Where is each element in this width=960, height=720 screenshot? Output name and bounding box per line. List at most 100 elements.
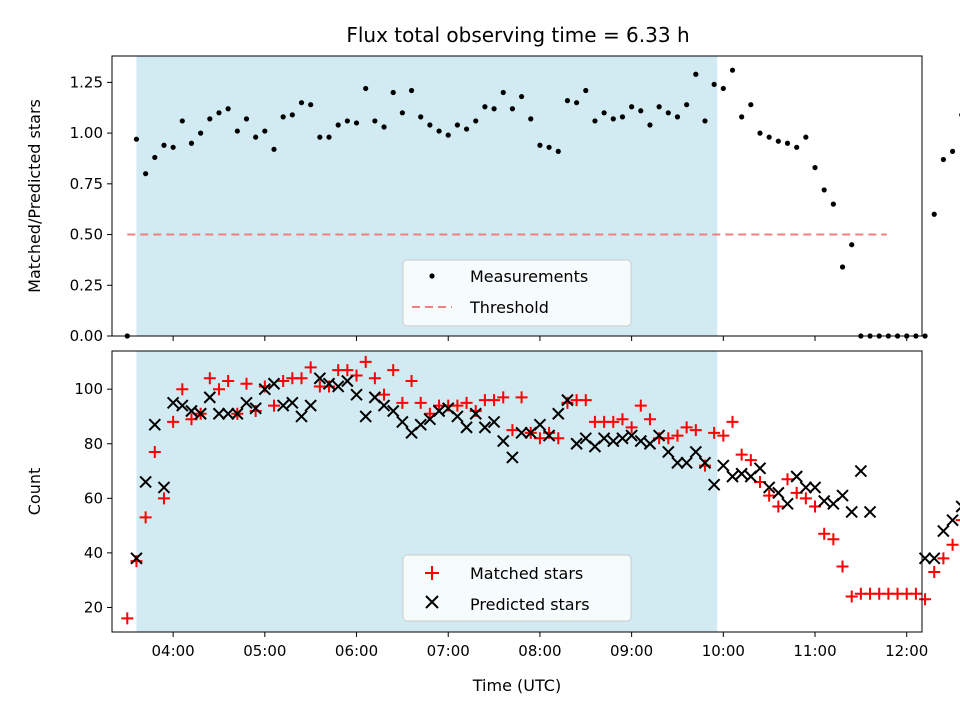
predicted-star-point <box>221 407 235 420</box>
predicted-star-point <box>515 426 528 440</box>
matched-star-point <box>726 415 739 428</box>
measurement-point <box>353 120 360 126</box>
predicted-star-point <box>836 489 849 502</box>
matched-star-point <box>368 372 381 385</box>
bottom-legend: Matched stars Predicted stars <box>402 554 632 622</box>
predicted-star-point <box>735 467 748 480</box>
matched-star-point <box>396 396 409 409</box>
predicted-star-point <box>286 396 299 410</box>
matched-stars-points <box>121 355 960 625</box>
predicted-star-point <box>194 407 207 420</box>
predicted-star-point <box>680 456 693 470</box>
matched-star-point <box>148 445 161 458</box>
measurement-point <box>179 118 185 124</box>
y-tick-label: 0.75 <box>70 175 103 193</box>
predicted-star-point <box>322 377 336 390</box>
measurement-point <box>684 102 690 108</box>
top-y-axis-label: Matched/Predicted stars <box>25 99 44 293</box>
matched-star-point <box>277 375 290 388</box>
measurement-point <box>335 122 341 128</box>
y-tick-label: 80 <box>84 435 103 453</box>
measurement-point <box>518 93 525 100</box>
legend-threshold-label: Threshold <box>469 298 549 317</box>
predicted-star-point <box>313 372 327 385</box>
bottom-x-ticks: 04:00 05:00 06:00 07:00 08:00 09:00 10:00 11:00… <box>152 632 928 660</box>
measurement-point <box>262 128 268 134</box>
matched-star-point <box>506 424 519 437</box>
predicted-star-point <box>689 445 703 459</box>
y-tick-label: 1.00 <box>70 124 103 142</box>
predicted-star-point <box>799 481 813 494</box>
predicted-star-point <box>955 500 960 513</box>
matched-star-point <box>405 375 418 388</box>
measurement-point <box>216 110 222 116</box>
matched-star-point <box>946 538 959 551</box>
matched-star-point <box>387 364 400 377</box>
matched-star-point <box>662 432 675 445</box>
matched-star-point <box>772 500 785 513</box>
predicted-star-point <box>781 497 794 510</box>
predicted-star-point <box>341 374 354 388</box>
top-legend: Measurements Threshold <box>402 259 632 327</box>
measurement-point <box>528 116 534 122</box>
bottom-axes-frame <box>111 350 923 633</box>
x-tick-label: 08:00 <box>518 642 561 660</box>
predicted-star-point <box>212 407 226 420</box>
predicted-star-point <box>139 475 152 489</box>
predicted-star-point <box>130 552 143 565</box>
matched-star-point <box>414 396 427 409</box>
predicted-star-point <box>542 429 556 442</box>
measurement-point <box>418 114 424 120</box>
x-tick-label: 05:00 <box>243 642 286 660</box>
matched-star-point <box>818 527 831 540</box>
chart-title: Flux total observing time = 6.33 h <box>346 23 689 47</box>
matched-star-point <box>497 391 510 404</box>
x-tick-label: 12:00 <box>885 642 928 660</box>
predicted-star-point <box>359 410 372 423</box>
predicted-star-point <box>506 451 519 464</box>
measurement-point <box>509 106 516 112</box>
matched-star-point <box>689 424 702 437</box>
measurement-point <box>729 67 736 73</box>
predicted-star-point <box>552 407 565 420</box>
measurement-point <box>555 148 561 154</box>
predicted-star-point <box>295 410 308 423</box>
measurement-point <box>812 164 818 171</box>
matched-star-point <box>643 413 656 426</box>
predicted-star-point <box>414 418 427 431</box>
matched-star-point <box>616 413 629 426</box>
predicted-star-point <box>753 462 767 475</box>
predicted-star-point <box>478 421 492 434</box>
predicted-star-point <box>616 432 629 445</box>
measurement-point <box>592 118 598 124</box>
predicted-star-point <box>203 391 217 404</box>
measurement-point <box>739 114 745 120</box>
measurement-point <box>702 118 708 124</box>
matched-star-point <box>515 391 528 404</box>
measurement-point <box>427 122 433 128</box>
predicted-star-point <box>863 505 877 519</box>
top-x-ticks <box>172 336 908 341</box>
measurement-point <box>647 122 653 128</box>
matched-star-point <box>268 399 280 412</box>
measurement-point <box>399 110 405 116</box>
measurement-point <box>308 102 314 108</box>
predicted-star-point <box>276 399 290 412</box>
measurement-point <box>408 87 415 94</box>
measurement-point <box>390 89 396 96</box>
matched-star-point <box>625 421 638 434</box>
predicted-star-point <box>928 552 941 565</box>
predicted-star-point <box>772 486 785 500</box>
matched-star-point <box>836 560 849 573</box>
matched-star-point <box>827 533 840 546</box>
matched-star-point <box>359 355 372 368</box>
matched-star-point <box>304 361 317 374</box>
x-tick-label: 11:00 <box>793 642 836 660</box>
measurement-point <box>381 124 387 130</box>
y-tick-label: 20 <box>84 598 103 616</box>
measurement-point <box>363 85 369 92</box>
measurement-point <box>491 106 497 112</box>
matched-star-point <box>167 415 180 428</box>
predicted-star-point <box>185 404 198 418</box>
matched-star-point <box>845 590 858 603</box>
